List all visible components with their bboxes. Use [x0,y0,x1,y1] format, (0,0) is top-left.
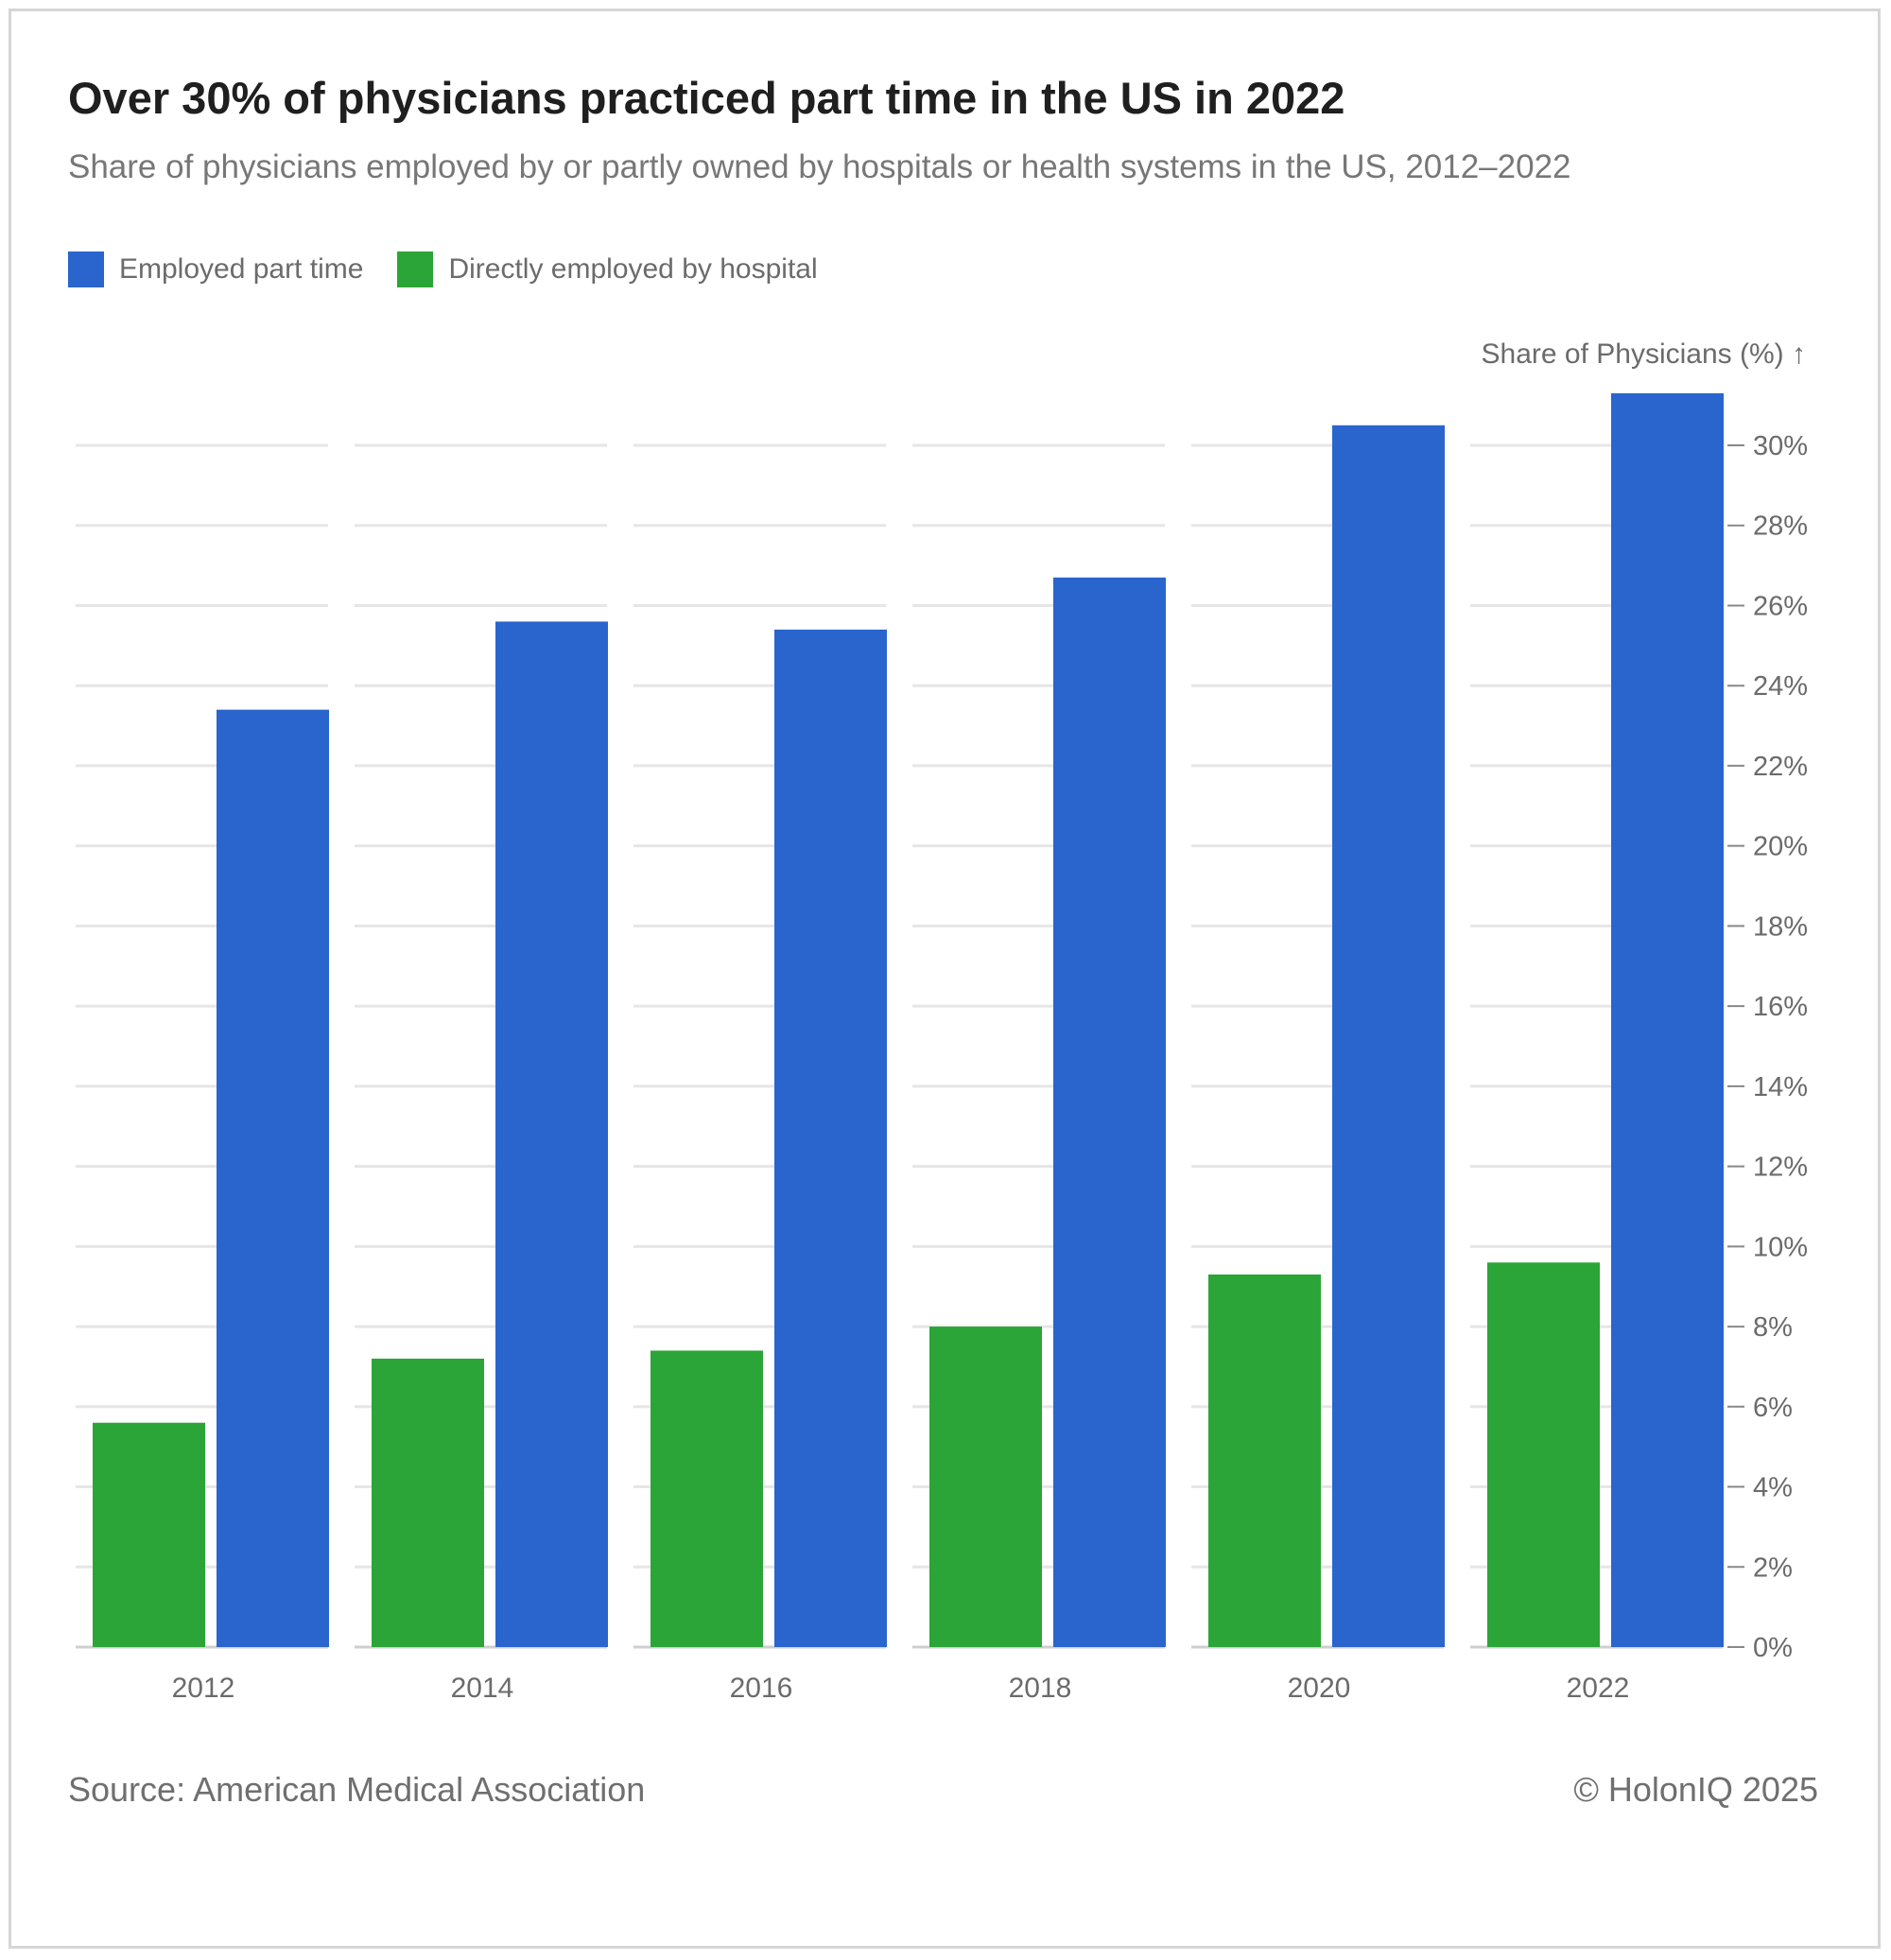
bar-employed-part-time-2012 [217,709,329,1647]
legend-swatch-blue [68,252,104,287]
chart-subtitle: Share of physicians employed by or partl… [68,148,1571,185]
bar-directly-employed-2014 [372,1358,484,1647]
legend-item-employed-part-time: Employed part time [68,252,363,287]
x-tick-label: 2012 [172,1673,235,1704]
bar-employed-part-time-2014 [495,621,608,1647]
y-tick-label: 16% [1753,992,1808,1022]
bar-directly-employed-2018 [929,1327,1042,1647]
y-tick-label: 28% [1753,512,1808,542]
y-tick-label: 12% [1753,1153,1808,1183]
legend: Employed part time Directly employed by … [68,252,852,287]
y-tick-label: 24% [1753,671,1808,702]
y-tick-label: 2% [1753,1552,1793,1583]
x-tick-label: 2014 [451,1673,514,1704]
y-tick-label: 20% [1753,832,1808,862]
bar-directly-employed-2012 [93,1422,205,1647]
x-tick-label: 2020 [1288,1673,1351,1704]
y-tick-label: 22% [1753,752,1808,782]
x-tick-label: 2016 [730,1673,793,1704]
chart-title: Over 30% of physicians practiced part ti… [68,73,1345,123]
y-tick-label: 26% [1753,591,1808,621]
legend-item-directly-employed: Directly employed by hospital [397,252,818,287]
bar-employed-part-time-2020 [1332,425,1445,1648]
bar-employed-part-time-2018 [1053,577,1166,1647]
y-tick-label: 30% [1753,431,1808,461]
y-axis-label: Share of Physicians (%) ↑ [1482,338,1806,370]
bar-employed-part-time-2022 [1611,392,1724,1647]
y-tick-label: 14% [1753,1072,1808,1102]
y-tick-label: 0% [1753,1633,1793,1663]
copyright-note: © HolonIQ 2025 [1573,1770,1818,1809]
bar-employed-part-time-2016 [774,629,887,1647]
legend-swatch-green [397,252,434,287]
x-tick-label: 2022 [1567,1673,1630,1704]
legend-label-directly-employed: Directly employed by hospital [448,253,818,285]
bar-directly-employed-2020 [1208,1274,1321,1647]
y-tick-label: 8% [1753,1312,1793,1343]
bar-directly-employed-2016 [651,1350,763,1647]
y-tick-label: 6% [1753,1393,1793,1423]
y-tick-label: 10% [1753,1232,1808,1262]
source-note: Source: American Medical Association [68,1770,646,1809]
legend-label-employed-part-time: Employed part time [119,253,364,285]
x-tick-label: 2018 [1009,1673,1072,1704]
bar-directly-employed-2022 [1487,1262,1600,1647]
y-tick-label: 4% [1753,1473,1793,1503]
y-tick-label: 18% [1753,911,1808,942]
